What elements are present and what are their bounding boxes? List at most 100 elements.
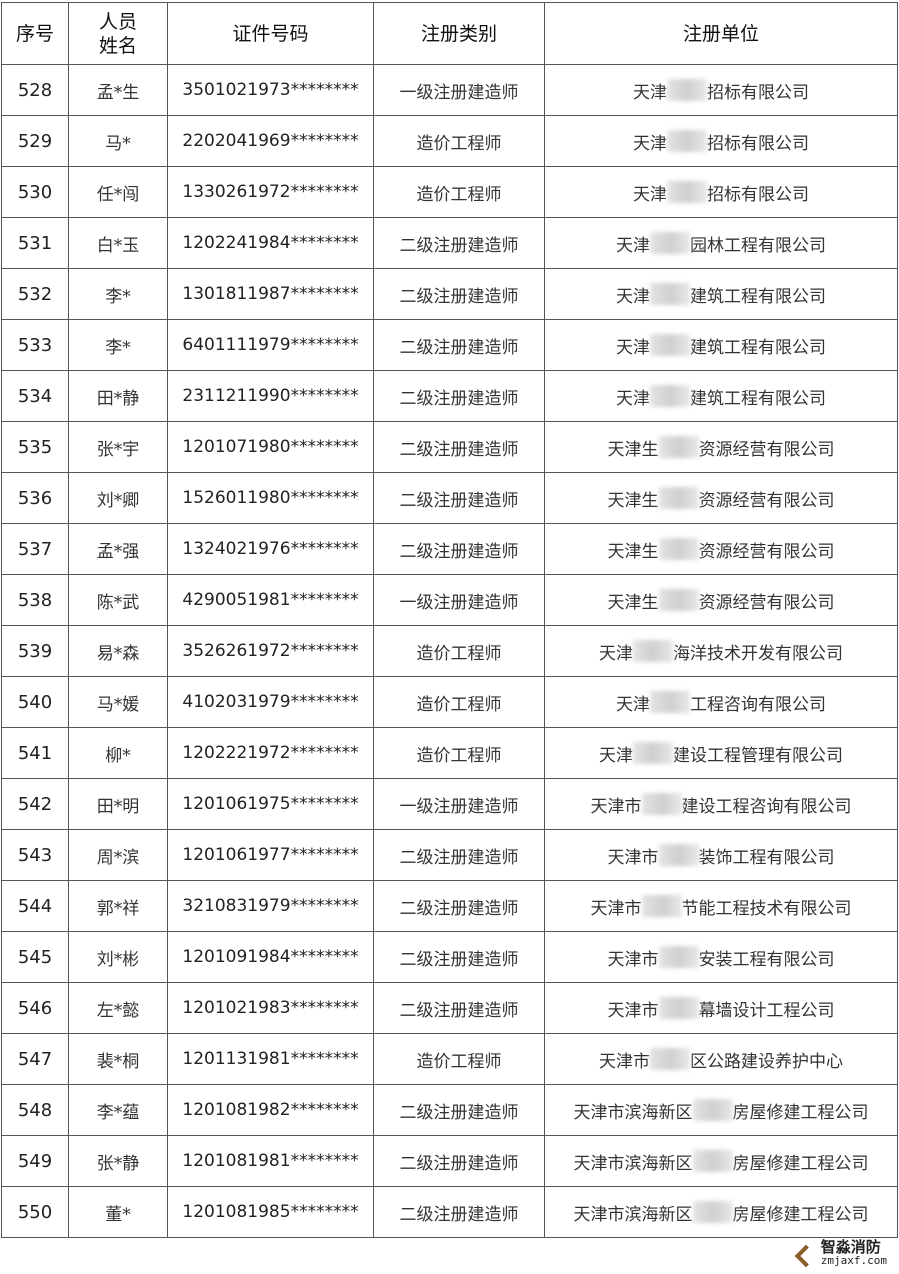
cell-type: 一级注册建造师 <box>373 778 545 830</box>
header-seq: 序号 <box>1 2 69 65</box>
cell-seq: 550 <box>1 1186 69 1238</box>
unit-suffix: 招标有限公司 <box>707 133 809 154</box>
table-row: 538 陈*武 4290051981******** 一级注册建造师 天津生 资源经营有限… <box>1 574 898 626</box>
cell-unit: 天津市滨海新区 房屋修建工程公司 <box>544 1084 898 1136</box>
cell-id: 1201021983******** <box>167 982 374 1034</box>
redaction-blur <box>658 997 699 1019</box>
unit-prefix: 天津 <box>633 184 667 205</box>
cell-type: 造价工程师 <box>373 676 545 728</box>
cell-name: 白*玉 <box>68 217 168 269</box>
cell-unit: 天津市滨海新区 房屋修建工程公司 <box>544 1135 898 1187</box>
unit-prefix: 天津 <box>599 745 633 766</box>
cell-id: 2311211990******** <box>167 370 374 422</box>
cell-name: 马*媛 <box>68 676 168 728</box>
table-row: 546 左*懿 1201021983******** 二级注册建造师 天津市 幕墙设计工程… <box>1 982 898 1034</box>
unit-prefix: 天津 <box>599 643 633 664</box>
cell-id: 1201081985******** <box>167 1186 374 1238</box>
cell-type: 二级注册建造师 <box>373 829 545 881</box>
cell-seq: 530 <box>1 166 69 218</box>
cell-name: 李*蕴 <box>68 1084 168 1136</box>
cell-seq: 535 <box>1 421 69 473</box>
unit-prefix: 天津 <box>633 133 667 154</box>
cell-unit: 天津 招标有限公司 <box>544 64 898 116</box>
cell-seq: 548 <box>1 1084 69 1136</box>
unit-prefix: 天津市 <box>590 898 642 919</box>
redaction-blur <box>658 589 699 611</box>
cell-id: 1201131981******** <box>167 1033 374 1085</box>
cell-unit: 天津 建筑工程有限公司 <box>544 370 898 422</box>
table-row: 542 田*明 1201061975******** 一级注册建造师 天津市 建设工程咨询… <box>1 778 898 830</box>
table-row: 533 李* 6401111979******** 二级注册建造师 天津 建筑工程有限公司 <box>1 319 898 371</box>
cell-seq: 538 <box>1 574 69 626</box>
cell-id: 1201061977******** <box>167 829 374 881</box>
unit-suffix: 招标有限公司 <box>707 82 809 103</box>
cell-type: 二级注册建造师 <box>373 523 545 575</box>
cell-seq: 537 <box>1 523 69 575</box>
cell-name: 马* <box>68 115 168 167</box>
table-row: 550 董* 1201081985******** 二级注册建造师 天津市滨海新区 房屋修… <box>1 1186 898 1238</box>
redaction-blur <box>692 1150 733 1172</box>
redaction-blur <box>667 79 707 101</box>
table-row: 531 白*玉 1202241984******** 二级注册建造师 天津 园林工程有限公… <box>1 217 898 269</box>
unit-suffix: 幕墙设计工程公司 <box>698 1000 835 1021</box>
unit-suffix: 资源经营有限公司 <box>698 541 835 562</box>
cell-name: 李* <box>68 268 168 320</box>
redaction-blur <box>658 487 699 509</box>
header-name: 人员 姓名 <box>68 2 168 65</box>
cell-id: 1330261972******** <box>167 166 374 218</box>
cell-seq: 528 <box>1 64 69 116</box>
cell-unit: 天津 建筑工程有限公司 <box>544 268 898 320</box>
cell-seq: 541 <box>1 727 69 779</box>
unit-suffix: 园林工程有限公司 <box>690 235 826 256</box>
cell-id: 1201081981******** <box>167 1135 374 1187</box>
unit-suffix: 建筑工程有限公司 <box>690 337 826 358</box>
cell-type: 二级注册建造师 <box>373 370 545 422</box>
header-name-line2: 姓名 <box>98 34 137 57</box>
cell-type: 造价工程师 <box>373 166 545 218</box>
redaction-blur <box>650 283 690 305</box>
cell-name: 周*滨 <box>68 829 168 881</box>
unit-suffix: 房屋修建工程公司 <box>732 1102 869 1123</box>
unit-suffix: 招标有限公司 <box>707 184 809 205</box>
unit-prefix: 天津 <box>616 337 650 358</box>
redaction-blur <box>650 1048 690 1070</box>
cell-seq: 543 <box>1 829 69 881</box>
cell-type: 二级注册建造师 <box>373 982 545 1034</box>
cell-type: 造价工程师 <box>373 115 545 167</box>
cell-type: 造价工程师 <box>373 1033 545 1085</box>
unit-prefix: 天津 <box>616 694 650 715</box>
unit-suffix: 建设工程管理有限公司 <box>673 745 843 766</box>
cell-type: 二级注册建造师 <box>373 217 545 269</box>
unit-prefix: 天津市滨海新区 <box>573 1102 693 1123</box>
unit-suffix: 资源经营有限公司 <box>698 592 835 613</box>
unit-prefix: 天津生 <box>607 592 659 613</box>
cell-name: 郭*祥 <box>68 880 168 932</box>
redaction-blur <box>692 1201 733 1223</box>
cell-type: 二级注册建造师 <box>373 880 545 932</box>
redaction-blur <box>658 844 699 866</box>
cell-id: 1324021976******** <box>167 523 374 575</box>
cell-unit: 天津 招标有限公司 <box>544 166 898 218</box>
cell-id: 6401111979******** <box>167 319 374 371</box>
redaction-blur <box>658 538 699 560</box>
table-row: 540 马*媛 4102031979******** 造价工程师 天津 工程咨询有限公司 <box>1 676 898 728</box>
header-row: 序号 人员 姓名 证件号码 注册类别 注册单位 <box>1 2 898 65</box>
cell-id: 1201081982******** <box>167 1084 374 1136</box>
cell-unit: 天津市 安装工程有限公司 <box>544 931 898 983</box>
table-row: 534 田*静 2311211990******** 二级注册建造师 天津 建筑工程有限公… <box>1 370 898 422</box>
redaction-blur <box>692 1099 733 1121</box>
cell-type: 二级注册建造师 <box>373 1084 545 1136</box>
unit-suffix: 区公路建设养护中心 <box>690 1051 843 1072</box>
cell-unit: 天津市 节能工程技术有限公司 <box>544 880 898 932</box>
table-row: 547 裴*桐 1201131981******** 造价工程师 天津市 区公路建设养护中… <box>1 1033 898 1085</box>
unit-suffix: 海洋技术开发有限公司 <box>673 643 843 664</box>
cell-seq: 539 <box>1 625 69 677</box>
header-unit: 注册单位 <box>544 2 898 65</box>
cell-unit: 天津市 幕墙设计工程公司 <box>544 982 898 1034</box>
cell-name: 李* <box>68 319 168 371</box>
cell-type: 二级注册建造师 <box>373 472 545 524</box>
cell-name: 田*静 <box>68 370 168 422</box>
table-row: 541 柳* 1202221972******** 造价工程师 天津 建设工程管理有限公司 <box>1 727 898 779</box>
cell-name: 孟*生 <box>68 64 168 116</box>
cell-type: 二级注册建造师 <box>373 421 545 473</box>
